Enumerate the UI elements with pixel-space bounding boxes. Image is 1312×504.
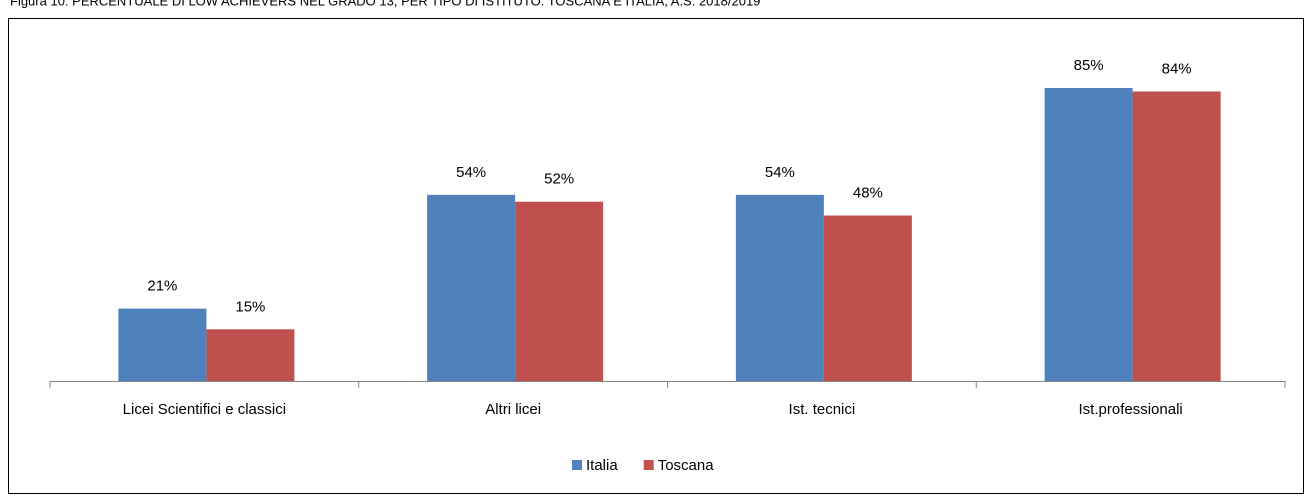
x-tick-label: Licei Scientifici e classici [123, 401, 286, 418]
legend-label: Italia [586, 457, 618, 474]
bar [1044, 88, 1133, 381]
chart-frame [8, 18, 1304, 494]
value-label: 15% [235, 298, 265, 315]
legend-swatch [572, 460, 582, 470]
value-label: 54% [456, 164, 486, 181]
x-tick-label: Ist. tecnici [789, 401, 856, 418]
legend-label: Toscana [658, 457, 715, 474]
bar [515, 201, 604, 381]
chart-title: Figura 10: PERCENTUALE DI LOW ACHIEVERS … [10, 0, 760, 8]
bar [823, 215, 912, 381]
x-tick-label: Ist.professionali [1079, 401, 1183, 418]
bar [735, 194, 824, 381]
value-label: 21% [147, 278, 177, 295]
value-label: 84% [1162, 60, 1192, 77]
bar [206, 329, 295, 381]
value-label: 48% [853, 185, 883, 202]
value-label: 52% [544, 171, 574, 188]
value-label: 85% [1074, 57, 1104, 74]
bar [427, 194, 516, 381]
x-tick-label: Altri licei [485, 401, 541, 418]
legend-swatch [643, 460, 654, 470]
bar [118, 308, 207, 381]
value-label: 54% [765, 164, 795, 181]
bar [1132, 91, 1221, 382]
